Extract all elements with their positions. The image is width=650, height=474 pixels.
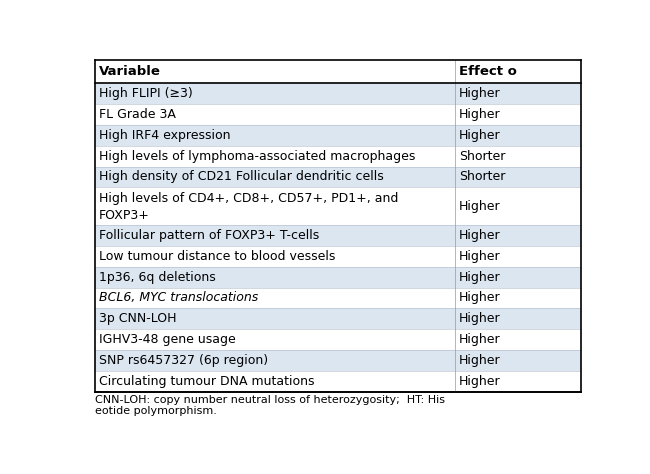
Text: High density of CD21 Follicular dendritic cells: High density of CD21 Follicular dendriti… — [99, 171, 384, 183]
Bar — [95, 104, 581, 125]
Bar — [95, 288, 581, 309]
Text: 3p CNN-LOH: 3p CNN-LOH — [99, 312, 177, 325]
Text: IGHV3-48 gene usage: IGHV3-48 gene usage — [99, 333, 236, 346]
Text: BCL6, MYC translocations: BCL6, MYC translocations — [99, 292, 258, 304]
Text: Higher: Higher — [459, 250, 500, 263]
Text: Effect o: Effect o — [459, 65, 517, 78]
Text: CNN-LOH: copy number neutral loss of heterozygosity;  HT: His: CNN-LOH: copy number neutral loss of het… — [95, 395, 445, 405]
Bar — [95, 225, 581, 246]
Text: eotide polymorphism.: eotide polymorphism. — [95, 406, 217, 416]
Text: Higher: Higher — [459, 375, 500, 388]
Text: Higher: Higher — [459, 87, 500, 100]
Text: Higher: Higher — [459, 333, 500, 346]
Bar — [95, 267, 581, 288]
Text: FL Grade 3A: FL Grade 3A — [99, 108, 176, 121]
Text: SNP rs6457327 (6p region): SNP rs6457327 (6p region) — [99, 354, 268, 367]
Bar — [95, 146, 581, 166]
Text: Higher: Higher — [459, 200, 500, 213]
Text: Higher: Higher — [459, 292, 500, 304]
Bar — [95, 83, 581, 104]
Text: High levels of lymphoma-associated macrophages: High levels of lymphoma-associated macro… — [99, 150, 415, 163]
Text: Higher: Higher — [459, 108, 500, 121]
Text: Higher: Higher — [459, 129, 500, 142]
Text: High FLIPI (≥3): High FLIPI (≥3) — [99, 87, 193, 100]
Text: Higher: Higher — [459, 354, 500, 367]
Text: Variable: Variable — [99, 65, 161, 78]
Bar — [95, 350, 581, 371]
Bar — [95, 309, 581, 329]
Text: Higher: Higher — [459, 312, 500, 325]
Text: High IRF4 expression: High IRF4 expression — [99, 129, 231, 142]
Text: Higher: Higher — [459, 271, 500, 283]
Text: FOXP3+: FOXP3+ — [99, 210, 150, 222]
Text: Follicular pattern of FOXP3+ T-cells: Follicular pattern of FOXP3+ T-cells — [99, 229, 319, 242]
Bar — [95, 187, 581, 225]
Text: Shorter: Shorter — [459, 171, 505, 183]
Text: Shorter: Shorter — [459, 150, 505, 163]
Bar — [95, 166, 581, 187]
Bar — [95, 371, 581, 392]
Text: High levels of CD4+, CD8+, CD57+, PD1+, and: High levels of CD4+, CD8+, CD57+, PD1+, … — [99, 192, 398, 205]
Text: Higher: Higher — [459, 229, 500, 242]
Text: Low tumour distance to blood vessels: Low tumour distance to blood vessels — [99, 250, 335, 263]
Bar — [95, 125, 581, 146]
Bar — [95, 246, 581, 267]
Text: Circulating tumour DNA mutations: Circulating tumour DNA mutations — [99, 375, 315, 388]
Bar — [95, 60, 581, 83]
Text: 1p36, 6q deletions: 1p36, 6q deletions — [99, 271, 216, 283]
Bar — [95, 329, 581, 350]
